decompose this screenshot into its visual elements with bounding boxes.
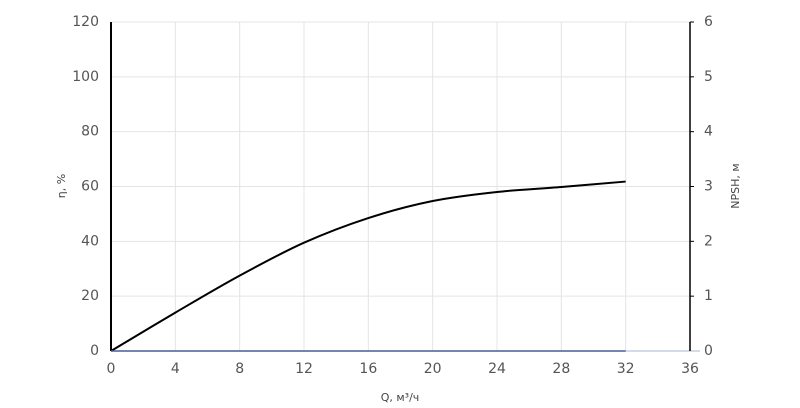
x-tick-label: 28 — [552, 361, 570, 377]
y2-tick-label: 3 — [704, 179, 713, 195]
y2-axis-label: NPSH, м — [729, 163, 742, 208]
y2-tick-label: 4 — [704, 124, 713, 140]
x-tick-label: 12 — [295, 361, 313, 377]
y2-tick-label: 5 — [704, 69, 713, 85]
y-axis-label: η, % — [55, 174, 68, 198]
x-tick-label: 36 — [681, 361, 699, 377]
x-tick-label: 0 — [107, 361, 116, 377]
x-tick-label: 20 — [424, 361, 442, 377]
y-tick-label: 80 — [81, 124, 99, 140]
series-line — [110, 180, 626, 352]
y-tick-label: 60 — [81, 179, 99, 195]
y2-tick-label: 2 — [704, 233, 713, 249]
x-tick-label: 8 — [235, 361, 244, 377]
x-tick-label: 4 — [171, 361, 180, 377]
y-tick-label: 20 — [81, 288, 99, 304]
x-tick-label: 24 — [488, 361, 506, 377]
y-tick-label: 100 — [72, 69, 99, 85]
y2-tick-label: 6 — [704, 14, 713, 30]
x-tick-label: 16 — [359, 361, 377, 377]
y-tick-label: 120 — [72, 14, 99, 30]
y-tick-label: 40 — [81, 233, 99, 249]
y2-tick-label: 0 — [704, 343, 713, 359]
y-tick-label: 0 — [90, 343, 99, 359]
x-tick-label: 32 — [617, 361, 635, 377]
x-axis-label: Q, м³/ч — [381, 391, 420, 404]
y2-tick-label: 1 — [704, 288, 713, 304]
